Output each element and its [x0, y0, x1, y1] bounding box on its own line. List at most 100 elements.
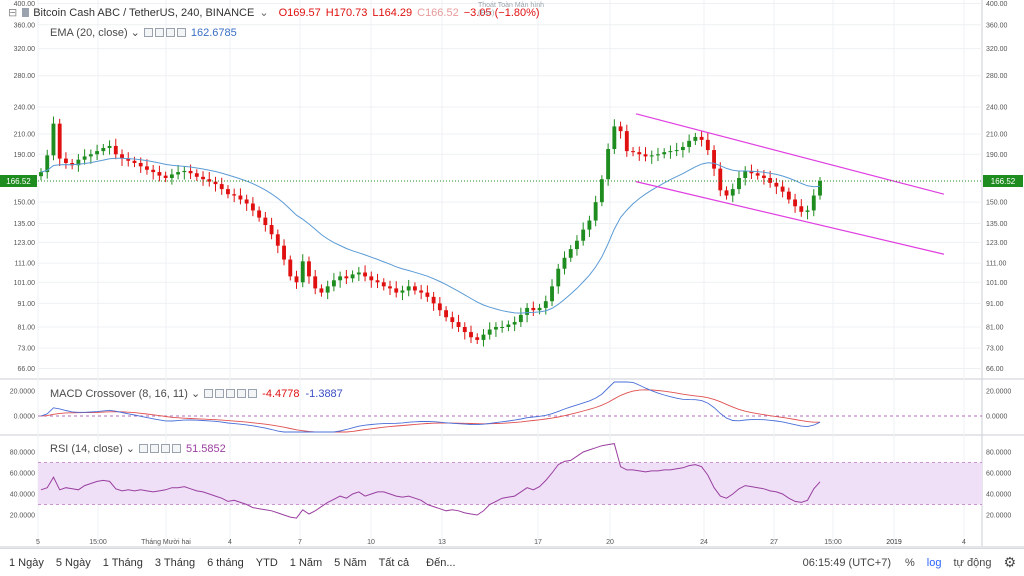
candle-body [761, 175, 766, 179]
eye-icon[interactable] [204, 389, 214, 398]
price-tick-left: 280.00 [14, 73, 36, 80]
close-icon[interactable] [171, 444, 181, 453]
price-tick-right: 111.00 [986, 261, 1006, 268]
candle-body [631, 151, 635, 153]
candle-body [363, 272, 367, 277]
candle-body [325, 286, 330, 293]
candle-body [556, 268, 561, 287]
candle-body [406, 286, 411, 291]
candle-body [244, 199, 249, 204]
symbol-color-icon [22, 8, 30, 17]
candle-body [307, 261, 311, 277]
candle-body [169, 174, 174, 179]
candle-body [232, 194, 237, 196]
macd-tick-left: 20.0000 [10, 389, 35, 396]
add-icon[interactable] [226, 389, 236, 398]
candle-body [369, 276, 374, 281]
rsi-tick-right: 80.0000 [986, 450, 1011, 457]
fullscreen-tooltip: Thoát Toàn Màn hình [478, 2, 545, 9]
time-tick-label: 2019 [886, 539, 902, 546]
candle-body [581, 229, 586, 241]
candle-body [699, 136, 704, 140]
macd-label[interactable]: MACD Crossover (8, 16, 11) [50, 387, 188, 400]
candle-body [780, 186, 785, 192]
candle-body [437, 303, 442, 311]
channel-lower-line[interactable] [635, 181, 945, 255]
settings-icon[interactable] [149, 444, 159, 453]
range-all-button[interactable]: Tất cả [378, 556, 410, 569]
candle-body [743, 170, 748, 179]
rsi-label[interactable]: RSI (14, close) [50, 442, 123, 455]
range-3m-button[interactable]: 3 Tháng [154, 556, 196, 569]
add-icon[interactable] [165, 28, 175, 37]
range-ytd-button[interactable]: YTD [255, 556, 278, 569]
last-price-badge-right-text: 166.52 [991, 177, 1016, 186]
candle-body [587, 220, 592, 230]
range-5y-button[interactable]: 5 Năm [334, 556, 367, 569]
close-icon[interactable] [237, 389, 247, 398]
time-tick-label: 15:00 [89, 539, 107, 546]
range-5d-button[interactable]: 5 Ngày [55, 556, 91, 569]
price-tick-left: 91.00 [17, 301, 35, 308]
chevron-down-icon[interactable]: ⌄ [190, 388, 201, 400]
candle-body [811, 195, 816, 211]
ema-line [40, 157, 821, 314]
add-icon[interactable] [160, 444, 170, 453]
candle-body [76, 159, 81, 166]
candle-body [275, 234, 280, 246]
candle-body [388, 286, 392, 289]
candle-body [680, 146, 685, 151]
collapse-icon[interactable]: ⊟ [8, 7, 18, 19]
macd-tick-right: 20.0000 [986, 389, 1011, 396]
range-1y-button[interactable]: 1 Năm [289, 556, 323, 569]
chart-canvas[interactable]: 66.00 66.00 73.00 73.00 81.00 81.00 91.00 91.00… [0, 0, 1024, 548]
candle-body [469, 332, 473, 338]
candle-body [331, 280, 336, 287]
macd-tick-left: 0.0000 [14, 414, 36, 421]
last-price-badge-left [0, 174, 37, 187]
candle-body [350, 274, 355, 279]
candle-body [705, 139, 710, 151]
range-1m-button[interactable]: 1 Tháng [102, 556, 143, 569]
settings-icon[interactable] [154, 28, 164, 37]
log-toggle[interactable]: log [926, 556, 942, 569]
candle-body [768, 178, 773, 183]
auto-toggle[interactable]: tự động [953, 556, 992, 569]
candle-body [818, 180, 822, 196]
chevron-down-icon[interactable]: ⌄ [125, 443, 135, 455]
range-1d-button[interactable]: 1 Ngày [9, 556, 44, 569]
candle-body [338, 276, 343, 281]
time-tick-label: 24 [700, 539, 708, 546]
range-6m-button[interactable]: 6 tháng [207, 556, 244, 569]
ema-label[interactable]: EMA (20, close) [50, 26, 128, 39]
goto-button[interactable]: Đến... [426, 556, 456, 569]
eye-icon[interactable] [143, 28, 153, 37]
more-icon[interactable] [248, 389, 258, 398]
price-tick-left: 150.00 [14, 200, 36, 207]
candle-body [487, 329, 492, 335]
candle-body [462, 327, 467, 333]
close-icon[interactable] [176, 28, 186, 37]
candle-body [381, 282, 386, 287]
candle-body [63, 158, 68, 163]
chevron-down-icon[interactable]: ⌄ [259, 7, 269, 19]
rsi-tick-left: 40.0000 [10, 492, 35, 499]
eye-icon[interactable] [138, 444, 148, 453]
clock-display[interactable]: 06:15:49 (UTC+7) [802, 556, 892, 569]
rsi-tick-right: 60.0000 [986, 471, 1011, 478]
percent-toggle[interactable]: % [905, 556, 915, 569]
candle-body [724, 190, 729, 196]
time-tick-label: Tháng Mười hai [141, 539, 191, 546]
rsi-tick-left: 60.0000 [10, 471, 35, 478]
candle-body [506, 324, 511, 327]
candle-body [57, 123, 62, 159]
candle-body [88, 154, 93, 157]
settings-icon[interactable] [215, 389, 225, 398]
price-tick-right: 81.00 [986, 325, 1004, 332]
symbol-title[interactable]: Bitcoin Cash ABC / TetherUS, 240, BINANC… [33, 6, 255, 19]
gear-icon[interactable]: ⚙ [1003, 554, 1016, 570]
chevron-down-icon[interactable]: ⌄ [130, 27, 140, 39]
price-tick-right: 320.00 [986, 46, 1008, 53]
channel-upper-line[interactable] [635, 113, 945, 195]
